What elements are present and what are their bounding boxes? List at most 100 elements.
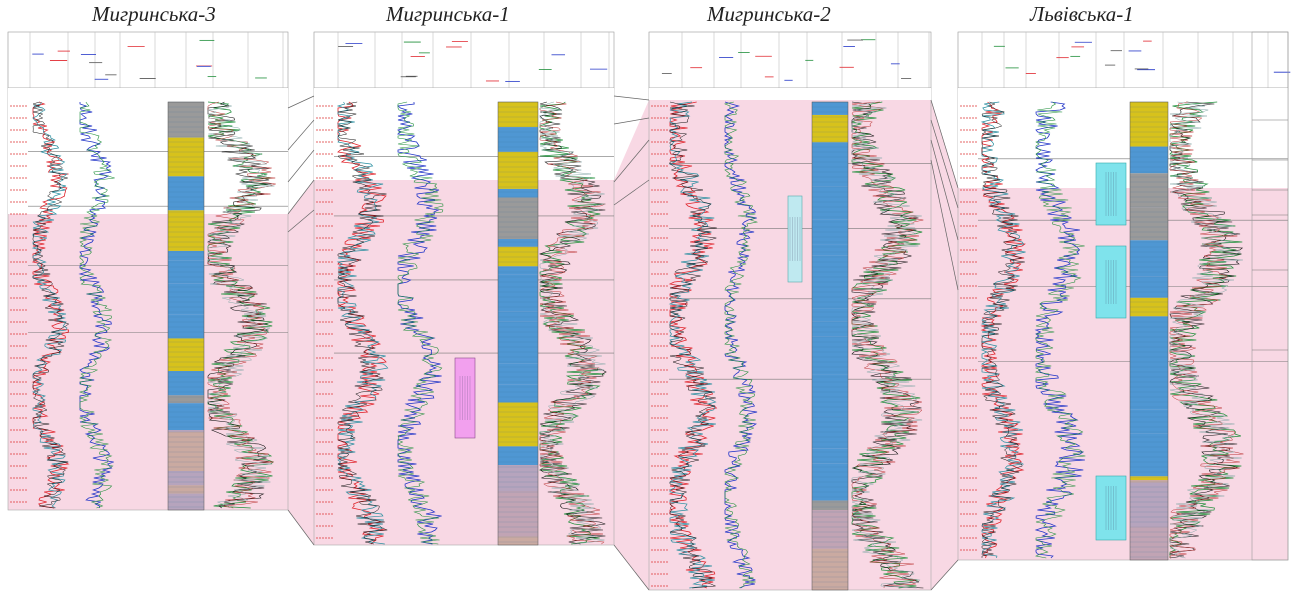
log-curve-red: [31, 101, 70, 509]
lithology-layer: [168, 250, 204, 261]
correlation-line: [287, 509, 315, 546]
log-curve-teal: [668, 101, 717, 589]
upper-zone: [314, 88, 614, 180]
lithology-lower: [168, 430, 204, 510]
lithology-layer: [1130, 476, 1168, 483]
well-title-mygrynska-3: Мигринська-3: [92, 2, 216, 26]
lithology-column: [811, 101, 849, 591]
lithology-column: [497, 101, 539, 546]
lithology-layer: [498, 151, 538, 189]
lithology-layer: [498, 266, 538, 275]
lithology-layer: [168, 338, 204, 372]
lithology-layer: [168, 295, 204, 315]
lithology-layer: [812, 416, 848, 449]
correlation-line: [613, 544, 650, 591]
lithology-layer: [1130, 102, 1168, 147]
log-header-m2: [648, 31, 932, 89]
lithology-layer: [498, 363, 538, 385]
log-curve-teal: [980, 101, 1026, 559]
correlation-line: [930, 139, 959, 241]
log-curve-black: [337, 101, 388, 545]
right-curve-grey: [1169, 101, 1243, 559]
lithology-layer: [812, 244, 848, 256]
log-curve-red: [980, 101, 1026, 559]
lithology-layer: [1130, 316, 1168, 347]
correlation-line: [930, 99, 959, 189]
lithology-layer: [812, 114, 848, 143]
lithology-layer: [1130, 346, 1168, 371]
right-curve-black: [1168, 101, 1244, 559]
right-curve-red: [851, 101, 924, 589]
correlation-line: [613, 139, 650, 183]
lithology-layer: [498, 384, 538, 403]
lithology-layer: [498, 188, 538, 198]
log-header-m1: [313, 31, 615, 89]
lithology-layer: [812, 336, 848, 375]
correlation-line: [287, 209, 315, 233]
lithology-column: [1129, 101, 1169, 561]
correlation-line: [613, 117, 650, 125]
lithology-layer: [498, 274, 538, 312]
lithology-layer: [1130, 207, 1168, 241]
lithology-layer: [168, 102, 204, 138]
stratigraphy-column: [1251, 31, 1289, 561]
log-curve-black: [32, 101, 70, 509]
right-curve-grey: [207, 101, 275, 509]
log-curve-black: [669, 101, 717, 589]
lithology-layer: [1130, 409, 1168, 434]
correlation-line: [613, 95, 650, 101]
well-title-mygrynska-2: Мигринська-2: [707, 2, 831, 26]
right-curve-grey: [539, 101, 606, 545]
lithology-layer: [812, 374, 848, 417]
lithology-layer: [168, 283, 204, 296]
log-curve-green: [1034, 101, 1086, 559]
correlation-line: [287, 95, 315, 109]
lithology-layer: [812, 321, 848, 337]
lithology-layer: [1130, 433, 1168, 477]
lithology-layer: [498, 321, 538, 332]
right-curve-red: [207, 101, 276, 509]
lithology-layer: [168, 371, 204, 396]
lithology-layer: [168, 176, 204, 211]
lithology-layer: [498, 127, 538, 152]
lithology-lower: [1130, 480, 1168, 560]
lithology-layer: [812, 219, 848, 245]
lithology-layer: [812, 186, 848, 220]
log-curve-green: [723, 101, 759, 589]
correlation-line: [287, 119, 315, 151]
lithology-layer: [812, 142, 848, 187]
right-curve-green: [850, 101, 923, 589]
lithology-layer: [812, 275, 848, 309]
log-curve-black: [981, 101, 1025, 558]
lithology-layer: [498, 239, 538, 247]
lithology-layer: [812, 255, 848, 276]
lithology-layer: [168, 210, 204, 251]
well-title-lvivska-1: Львівська-1: [1030, 2, 1134, 26]
lithology-layer: [498, 402, 538, 447]
correlation-band: [8, 100, 1288, 590]
lithology-layer: [168, 314, 204, 339]
correlation-line: [287, 149, 315, 183]
lithology-layer: [1130, 146, 1168, 174]
log-header-m3: [7, 31, 289, 89]
correlation-line: [930, 559, 959, 591]
lithology-layer: [812, 308, 848, 322]
correlation-line: [930, 119, 959, 209]
lithology-layer: [1130, 240, 1168, 277]
lithology-layer: [1130, 370, 1168, 410]
correlation-line: [930, 159, 959, 291]
lithology-layer: [498, 331, 538, 364]
lithology-layer: [498, 246, 538, 267]
log-curve-green: [78, 101, 115, 509]
upper-zone: [649, 88, 931, 100]
lithology-layer: [812, 448, 848, 464]
lithology-lower: [812, 510, 848, 590]
lithology-layer: [168, 395, 204, 404]
right-curve-red: [1169, 101, 1244, 558]
lithology-layer: [498, 102, 538, 128]
lithology-layer: [812, 102, 848, 115]
correlation-line: [613, 179, 650, 206]
lithology-column: [167, 101, 205, 511]
well-title-mygrynska-1: Мигринська-1: [386, 2, 510, 26]
